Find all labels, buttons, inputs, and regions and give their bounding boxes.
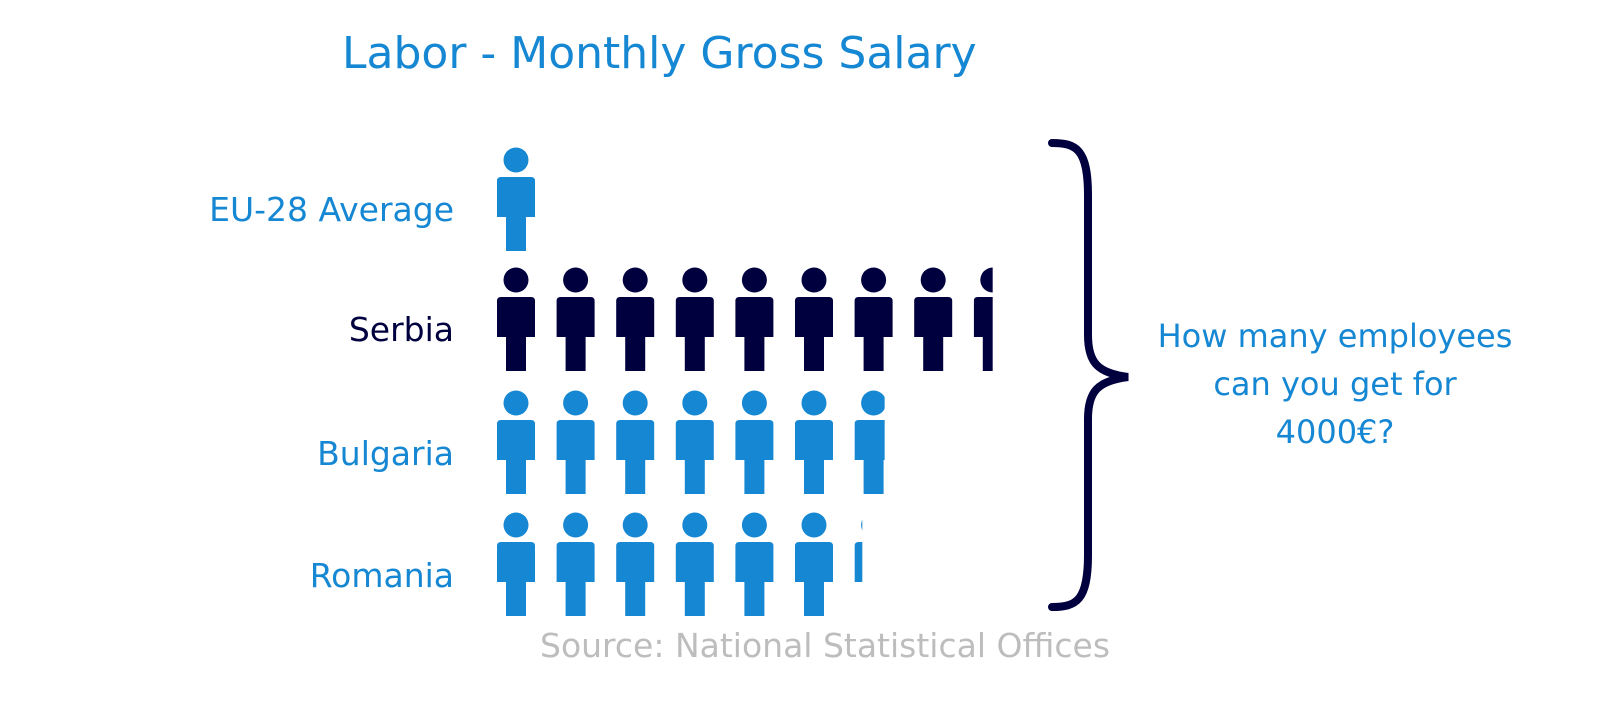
pictograph-plot — [497, 147, 993, 616]
question-text: How many employees can you get for 4000€… — [1145, 312, 1525, 456]
row-label-bulgaria: Bulgaria — [317, 434, 454, 473]
person-icon-row-1-3 — [675, 267, 714, 371]
person-icon-row-2-4 — [735, 390, 774, 494]
person-icon-row-1-4 — [735, 267, 774, 371]
person-icon-row-1-1 — [556, 267, 595, 371]
row-label-serbia: Serbia — [348, 310, 454, 349]
person-icon-row-3-5 — [795, 512, 833, 616]
person-icon-row-2-6 — [854, 390, 885, 494]
person-icon-row-3-2 — [616, 512, 655, 616]
person-icon-row-2-3 — [675, 390, 714, 494]
question-line-1: How many employees — [1157, 317, 1513, 355]
person-icon-row-3-3 — [675, 512, 714, 616]
row-label-eu28: EU-28 Average — [209, 190, 454, 229]
row-label-romania: Romania — [309, 556, 454, 595]
person-icon-row-3-4 — [735, 512, 774, 616]
person-icon-row-1-6 — [854, 267, 893, 371]
chart-title: Labor - Monthly Gross Salary — [342, 28, 977, 79]
source-note: Source: National Statistical Offices — [540, 626, 1111, 665]
person-icon-row-3-0 — [497, 512, 535, 616]
person-icon-row-3-6 — [854, 519, 863, 582]
person-icon-row-3-1 — [556, 512, 595, 616]
person-icon-row-2-2 — [616, 390, 655, 494]
person-icon-row-2-0 — [497, 390, 535, 494]
question-line-2: can you get for — [1213, 365, 1457, 403]
person-icon-row-1-8 — [973, 267, 993, 371]
curly-brace-icon — [1048, 139, 1129, 611]
person-icon-row-0-0 — [497, 147, 535, 251]
person-icon-row-1-2 — [616, 267, 655, 371]
person-icon-row-2-1 — [556, 390, 595, 494]
person-icon-row-1-0 — [497, 267, 535, 371]
person-icon-row-2-5 — [795, 390, 833, 494]
person-icon-row-1-7 — [914, 267, 953, 371]
question-line-3: 4000€? — [1275, 413, 1395, 451]
person-icon-row-1-5 — [795, 267, 833, 371]
